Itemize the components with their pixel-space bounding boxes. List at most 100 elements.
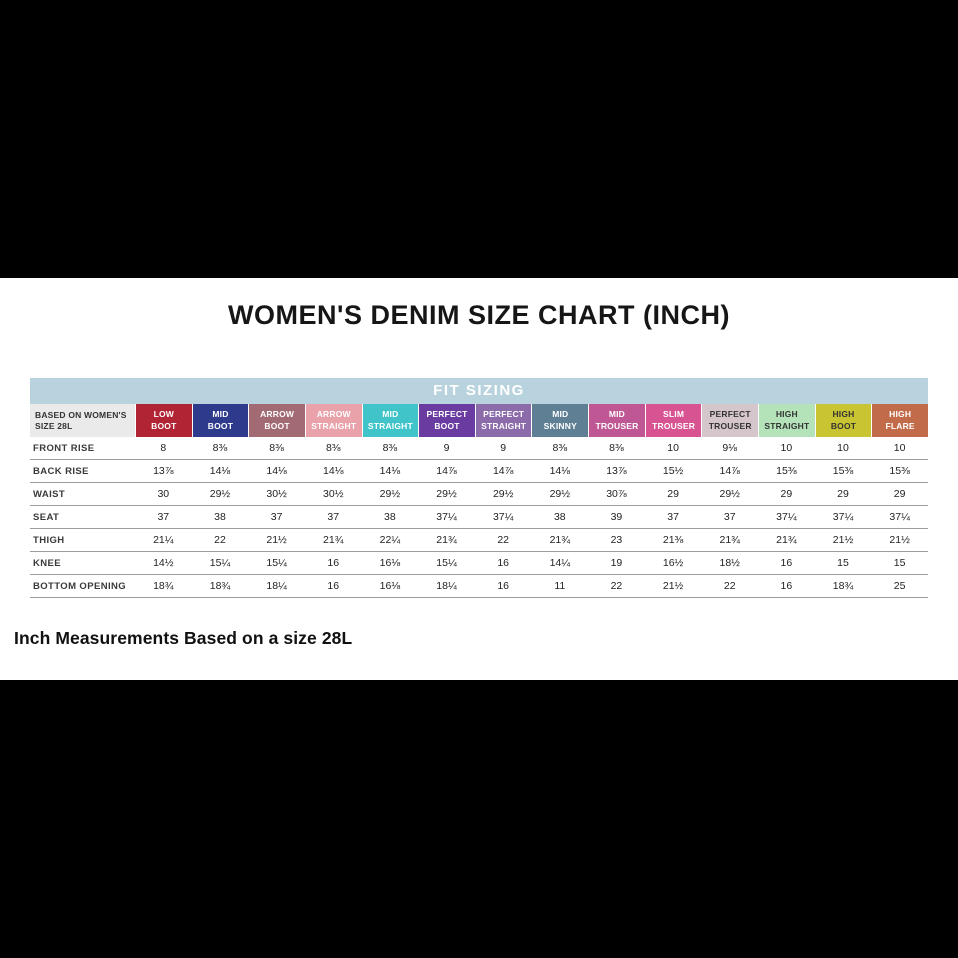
table-row: FRONT RISE 8 8⅜ 8⅜ 8⅜ 8⅜ 9 9 8⅜ 8⅜ 10 9⅛ 10 10 10 — [30, 437, 928, 460]
table-cell: 14⅞ — [719, 465, 740, 477]
table-cell: 14⅛ — [549, 465, 571, 477]
table-cell: 15⅜ — [832, 465, 854, 477]
table-body: FRONT RISE 8 8⅜ 8⅜ 8⅜ 8⅜ 9 9 8⅜ 8⅜ 10 9⅛ 10 10 10 BACK … — [30, 437, 928, 598]
table-cell: 15 — [893, 557, 906, 569]
column-header-arrow-boot: ARROW BOOT — [248, 404, 305, 437]
table-cell: 22¼ — [379, 534, 401, 546]
table-cell: 25 — [893, 580, 906, 592]
table-cell: 29 — [837, 488, 849, 500]
table-cell: 8⅜ — [325, 442, 341, 454]
table-cell: 16½ — [662, 557, 684, 569]
table-cell: 29½ — [436, 488, 457, 500]
table-cell: 30½ — [266, 488, 287, 500]
table-cell: 37 — [157, 511, 170, 523]
table-cell: 29½ — [492, 488, 514, 500]
table-cell: 18¾ — [832, 580, 854, 592]
row-label: THIGH — [33, 534, 65, 546]
table-cell: 23 — [610, 534, 623, 546]
table-cell: 16⅛ — [379, 557, 401, 569]
table-cell: 22 — [214, 534, 226, 546]
column-header-mid-straight: MID STRAIGHT — [361, 404, 419, 437]
table-cell: 21¾ — [436, 534, 457, 546]
table-cell: 21¾ — [719, 534, 740, 546]
table-cell: 15⅜ — [776, 465, 797, 477]
table-cell: 8⅜ — [212, 442, 228, 454]
table-cell: 8⅜ — [382, 442, 398, 454]
table-cell: 16⅛ — [379, 580, 401, 592]
table-cell: 10 — [837, 442, 849, 454]
table-cell: 37¼ — [776, 511, 797, 523]
table-cell: 29 — [667, 488, 679, 500]
table-cell: 30⅞ — [606, 488, 627, 500]
table-row: KNEE 14½ 15¼ 15¼ 16 16⅛ 15¼ 16 14¼ 19 16½ 18½ 16 15 15 — [30, 552, 928, 575]
table-cell: 21¾ — [776, 534, 797, 546]
column-header-perfect-trouser: PERFECT TROUSER — [701, 404, 759, 437]
table-row: WAIST 30 29½ 30½ 30½ 29½ 29½ 29½ 29½ 30⅞ 29 29½ 29 29… — [30, 483, 928, 506]
table-cell: 21½ — [662, 580, 684, 592]
column-header-slim-trouser: SLIM TROUSER — [644, 404, 702, 437]
content-area: WOMEN'S DENIM SIZE CHART (INCH) FIT SIZI… — [0, 278, 958, 680]
table-cell: 30 — [157, 488, 170, 500]
table-cell: 14⅛ — [379, 465, 401, 477]
table-cell: 10 — [667, 442, 679, 454]
table-cell: 21½ — [889, 534, 910, 546]
table-cell: 29 — [893, 488, 906, 500]
table-cell: 14¼ — [549, 557, 571, 569]
table-cell: 9⅛ — [722, 442, 738, 454]
table-cell: 29½ — [549, 488, 571, 500]
table-cell: 21½ — [832, 534, 854, 546]
table-cell: 38 — [214, 511, 226, 523]
table-cell: 29½ — [209, 488, 231, 500]
table-cell: 8⅜ — [552, 442, 568, 454]
table-cell: 21⅜ — [662, 534, 684, 546]
table-cell: 9 — [443, 442, 450, 454]
column-header-low-boot: LOW BOOT — [135, 404, 192, 437]
table-cell: 22 — [723, 580, 736, 592]
table-cell: 37¼ — [832, 511, 854, 523]
table-cell: 16 — [497, 557, 509, 569]
table-cell: 15 — [837, 557, 849, 569]
row-label: KNEE — [33, 557, 61, 569]
fit-sizing-header: FIT SIZING — [30, 378, 928, 404]
table-cell: 18¾ — [209, 580, 231, 592]
table-cell: 18½ — [719, 557, 740, 569]
table-cell: 14⅛ — [266, 465, 287, 477]
table-row: BACK RISE 13⅞ 14⅛ 14⅛ 14⅛ 14⅛ 14⅞ 14⅞ 14⅛ 13⅞ 15½ 1… — [30, 460, 928, 483]
table-cell: 38 — [384, 511, 396, 523]
footer-note: Inch Measurements Based on a size 28L — [14, 628, 353, 648]
column-header-perfect-straight: PERFECT STRAIGHT — [474, 404, 532, 437]
table-cell: 16 — [327, 557, 340, 569]
table-cell: 8⅜ — [269, 442, 284, 454]
bottom-black-bar — [0, 680, 958, 958]
table-cell: 37¼ — [436, 511, 457, 523]
table-cell: 13⅞ — [606, 465, 627, 477]
row-label: WAIST — [33, 488, 66, 500]
table-cell: 21¾ — [549, 534, 571, 546]
table-row: THIGH 21¼ 22 21½ 21¾ 22¼ 21¾ 22 21¾ 23 21⅜ 21¾ 21¾ 21… — [30, 529, 928, 552]
table-cell: 14⅛ — [209, 465, 231, 477]
table-cell: 16 — [497, 580, 509, 592]
table-cell: 22 — [610, 580, 623, 592]
table-cell: 15¼ — [436, 557, 457, 569]
table-cell: 37 — [327, 511, 340, 523]
column-header-mid-trouser: MID TROUSER — [588, 404, 645, 437]
table-cell: 14⅞ — [436, 465, 457, 477]
table-cell: 18¼ — [436, 580, 457, 592]
table-cell: 10 — [780, 442, 793, 454]
table-cell: 21½ — [266, 534, 287, 546]
table-cell: 39 — [610, 511, 623, 523]
row-label: SEAT — [33, 511, 60, 523]
column-header-perfect-boot: PERFECT BOOT — [418, 404, 475, 437]
table-cell: 14½ — [153, 557, 174, 569]
table-cell: 37 — [667, 511, 679, 523]
table-cell: 8 — [160, 442, 167, 454]
size-chart-table: FIT SIZING BASED ON WOMEN'S SIZE 28L LOW… — [30, 378, 928, 598]
table-cell: 19 — [610, 557, 623, 569]
table-cell: 18¾ — [153, 580, 174, 592]
table-cell: 37 — [270, 511, 283, 523]
column-header-mid-boot: MID BOOT — [191, 404, 249, 437]
table-cell: 30½ — [323, 488, 344, 500]
table-cell: 8⅜ — [609, 442, 624, 454]
table-cell: 38 — [553, 511, 566, 523]
